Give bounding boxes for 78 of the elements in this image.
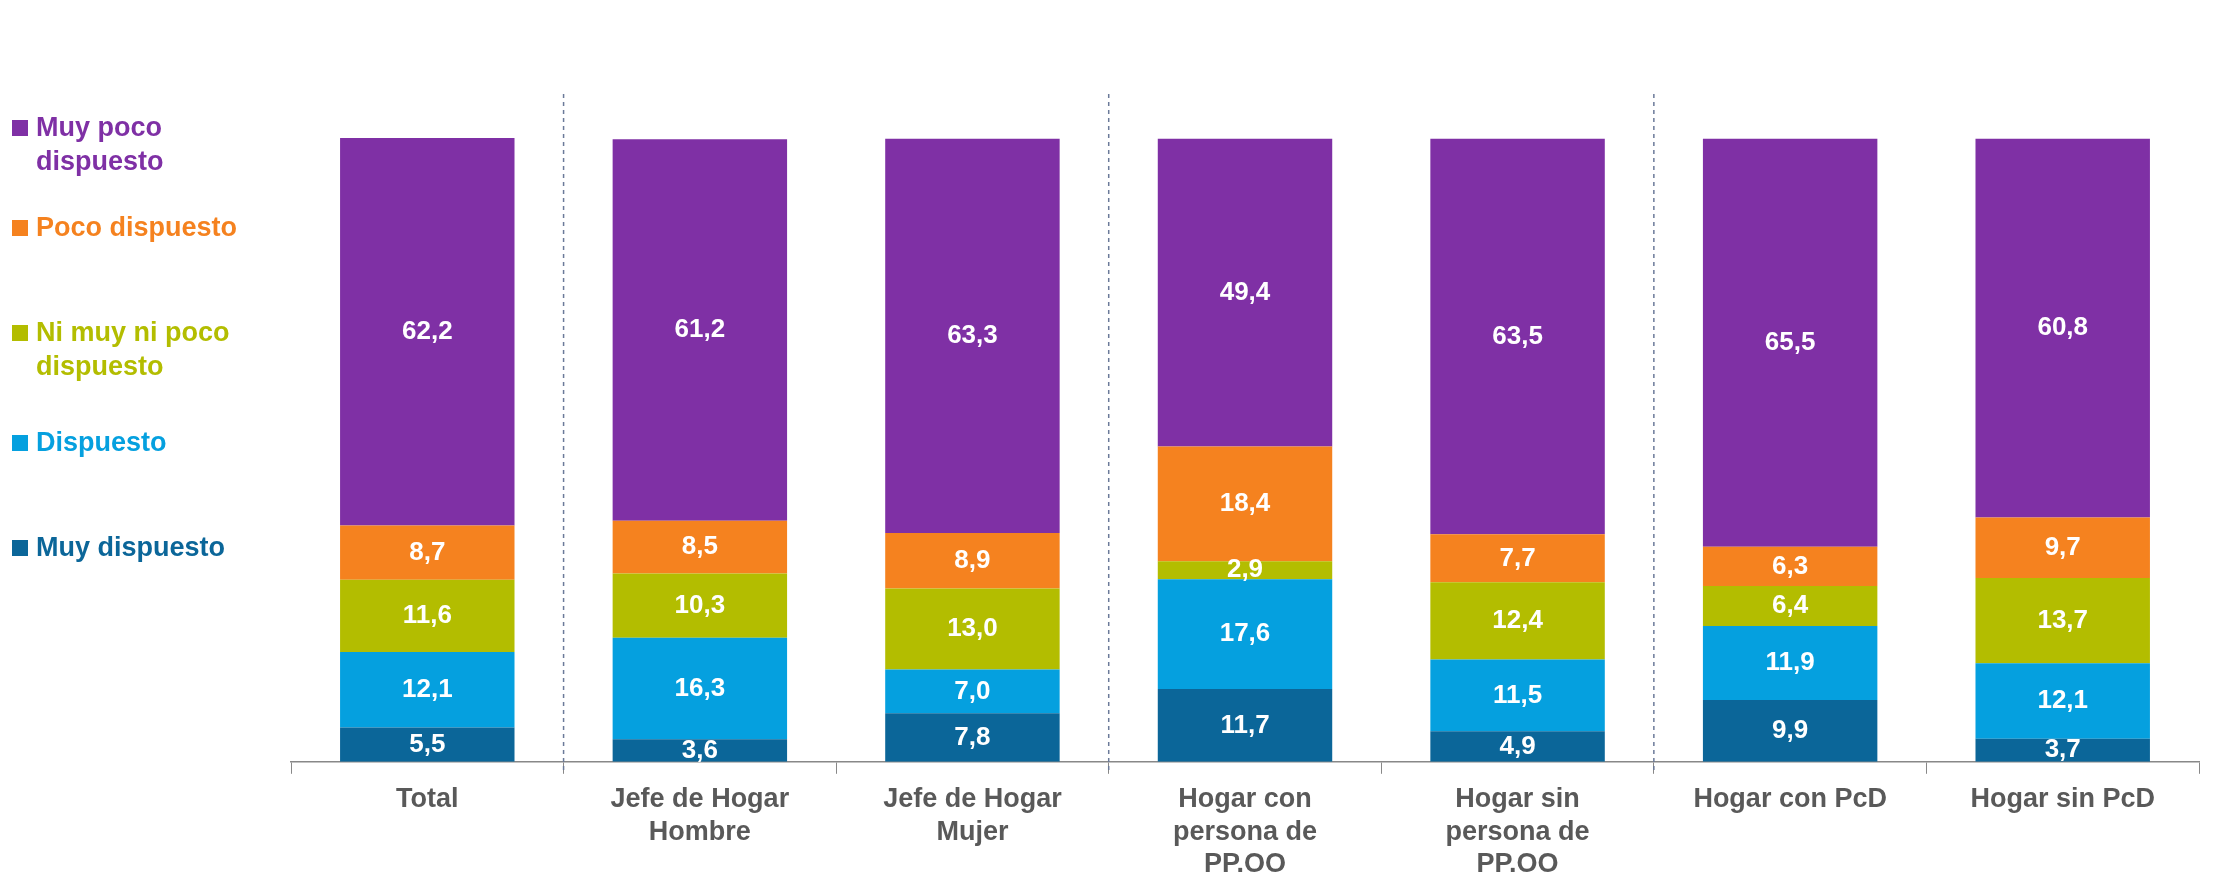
data-label: 3,6 [681, 733, 718, 764]
bar [340, 727, 515, 762]
legend-label: Muy poco dispuesto [36, 111, 165, 178]
x-tick-label: Total [396, 783, 459, 814]
data-label: 11,9 [1765, 646, 1815, 677]
data-label: 12,1 [2037, 684, 2089, 715]
data-label: 18,4 [1219, 486, 1271, 517]
data-label: 13,0 [947, 612, 998, 643]
data-label: 9,7 [2044, 530, 2081, 561]
bar [1430, 582, 1605, 660]
x-tick-label: Jefe de Hogar Hombre [610, 783, 790, 846]
bar [1975, 517, 2150, 578]
data-label: 65,5 [1764, 325, 1816, 356]
bar [340, 579, 515, 653]
bar [885, 533, 1060, 589]
legend-label: Muy dispuesto [36, 531, 226, 564]
data-label: 11,7 [1220, 708, 1270, 739]
bar [1975, 577, 2150, 664]
bar [1157, 579, 1333, 689]
legend-label: Ni muy ni poco dispuesto [36, 316, 231, 383]
data-label: 11,6 [402, 599, 452, 630]
bar [1430, 534, 1605, 583]
data-label: 13,7 [2037, 603, 2089, 634]
data-label: 17,6 [1219, 617, 1271, 648]
data-label: 8,7 [409, 535, 446, 566]
data-label: 5,5 [409, 727, 446, 758]
data-label: 12,4 [1492, 604, 1544, 635]
data-label: 8,9 [954, 544, 991, 574]
bar [885, 138, 1060, 534]
data-label: 7,7 [1499, 541, 1536, 572]
bar [1430, 138, 1605, 535]
bar [612, 520, 788, 574]
data-label: 62,2 [401, 314, 453, 345]
bar [1975, 138, 2150, 518]
bar [1702, 586, 1878, 626]
data-label: 7,8 [954, 720, 991, 751]
bar [612, 573, 788, 638]
data-label: 3,7 [2044, 733, 2081, 764]
x-tick-label: Hogar con persona de PP.OO [1172, 783, 1318, 879]
x-tick-label: Hogar sin PcD [1970, 783, 2155, 814]
data-label: 10,3 [674, 588, 726, 619]
data-label: 16,3 [674, 671, 726, 702]
bar [340, 525, 515, 580]
data-label: 11,5 [1492, 678, 1543, 709]
bar [1430, 659, 1605, 732]
bar [1975, 663, 2150, 739]
data-label: 6,3 [1772, 549, 1809, 580]
x-tick-label: Hogar con PcD [1693, 783, 1887, 814]
bar [612, 139, 788, 521]
data-label: 12,1 [401, 673, 453, 703]
bar [885, 669, 1060, 714]
data-label: 60,8 [2037, 311, 2089, 342]
bar [1702, 546, 1878, 587]
data-label: 4,9 [1499, 729, 1536, 760]
data-label: 2,9 [1226, 553, 1264, 584]
bar [1702, 138, 1878, 547]
data-label: 63,3 [947, 319, 998, 350]
data-label: 8,5 [681, 530, 718, 561]
bar [885, 588, 1060, 670]
bar [1157, 138, 1333, 447]
bar [885, 713, 1060, 762]
bar [612, 637, 788, 740]
x-tick-label: Hogar sin persona de PP.OO [1445, 783, 1590, 879]
legend-label: Dispuesto [36, 426, 167, 459]
data-label: 6,4 [1772, 589, 1809, 620]
bar [1702, 700, 1878, 762]
data-label: 49,4 [1219, 275, 1271, 306]
bar [340, 652, 515, 728]
data-label: 61,2 [674, 313, 726, 344]
data-label: 9,9 [1772, 714, 1809, 745]
bar [1702, 625, 1878, 701]
bar [1430, 731, 1605, 762]
data-label: 63,5 [1492, 319, 1543, 350]
x-tick-label: Jefe de Hogar Mujer [883, 783, 1063, 846]
bar [340, 138, 515, 526]
data-label: 7,0 [954, 674, 991, 705]
legend-label: Poco dispuesto [36, 211, 238, 244]
bar [1157, 688, 1333, 762]
